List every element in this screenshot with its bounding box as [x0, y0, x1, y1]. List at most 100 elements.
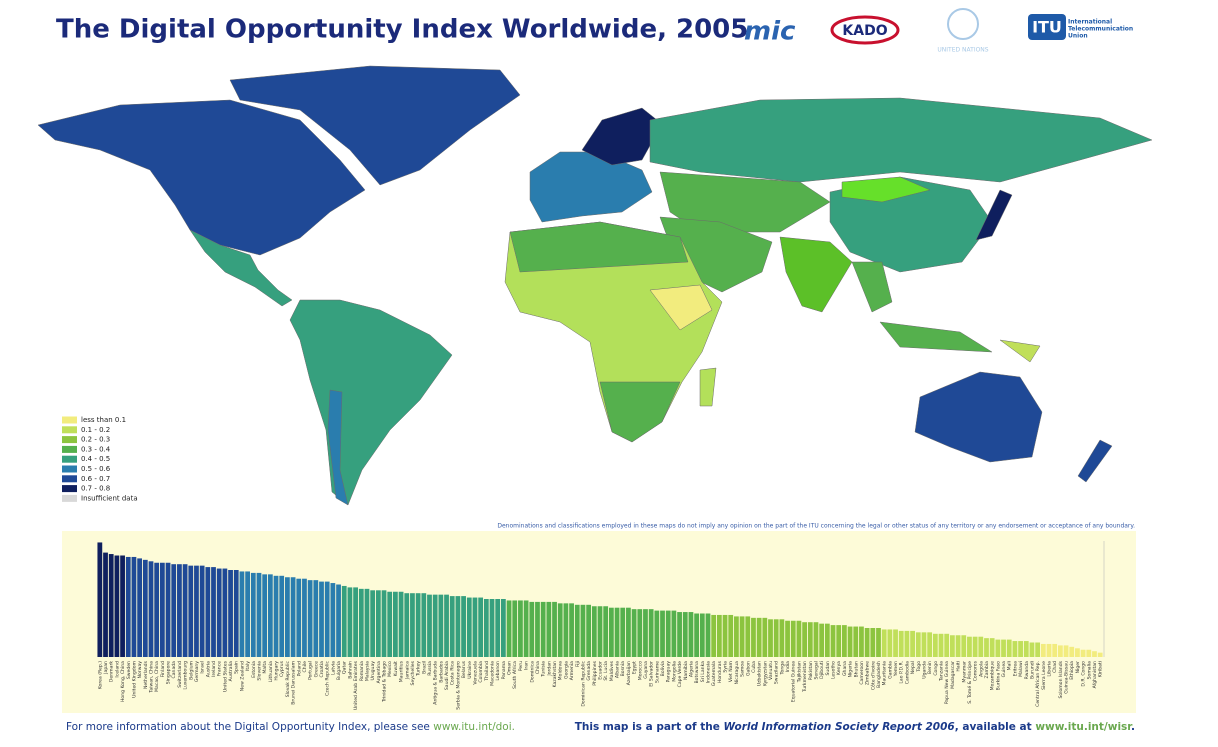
x-tick-label: Lebanon — [495, 661, 501, 681]
footer-text: This map is a part of the — [575, 721, 720, 733]
bar — [1001, 639, 1006, 657]
x-tick-label: Congo — [933, 661, 939, 676]
x-tick-label: India — [785, 661, 791, 672]
logo-kado: KADO — [842, 23, 887, 39]
bar — [944, 633, 950, 657]
footer-title: World Information Society Report 2006 — [723, 721, 954, 733]
logo-itu: ITU — [1032, 18, 1062, 37]
bar — [421, 593, 427, 657]
russia — [649, 97, 1153, 183]
x-tick-label: Belarus — [461, 660, 467, 678]
japan — [975, 189, 1013, 241]
bar — [893, 629, 898, 657]
x-tick-label: Equatorial Guinea — [791, 661, 797, 702]
bar — [108, 554, 114, 657]
x-tick-label: Gabon — [745, 661, 751, 676]
x-tick-label: Malawi — [1018, 661, 1024, 677]
x-tick-label: Viet Nam — [728, 660, 734, 682]
madagascar — [699, 367, 717, 407]
x-tick-label: Guatemala — [711, 661, 717, 686]
bar — [824, 623, 830, 657]
x-tick-label: Bahrain — [347, 661, 353, 679]
mongolia — [841, 176, 931, 203]
x-tick-label: Algeria — [688, 661, 694, 677]
footer-text: . — [1131, 721, 1135, 733]
north-america — [37, 99, 366, 256]
x-tick-label: Hong Kong, China — [120, 661, 126, 702]
bar — [313, 580, 319, 657]
bar — [927, 632, 933, 657]
x-tick-label: Australia — [228, 661, 234, 682]
x-tick-label: Argentina — [376, 661, 382, 684]
bar — [1006, 639, 1012, 657]
x-tick-label: Burundi — [1029, 661, 1035, 679]
x-tick-label: Guyana — [643, 661, 649, 679]
chart: Korea (Rep.) Japan Denmark Iceland Hong Kong… — [97, 542, 1104, 710]
x-tick-label: Chad — [1052, 661, 1058, 673]
southeast-asia — [851, 261, 893, 313]
x-tick-label: Egypt — [632, 661, 638, 674]
australia — [914, 371, 1043, 463]
greenland — [229, 65, 521, 186]
bar — [262, 574, 268, 657]
bar — [279, 575, 285, 657]
legend-swatch — [62, 416, 77, 424]
x-tick-label: Turkey — [416, 661, 422, 677]
title: The Digital Opportunity Index Worldwide,… — [56, 15, 748, 45]
x-tick-label: Mauritius — [399, 660, 405, 682]
bar — [290, 577, 296, 657]
x-tick-label: Grenada — [586, 661, 592, 681]
bar — [1012, 641, 1018, 657]
bar — [881, 629, 887, 657]
bar — [194, 565, 199, 657]
bar — [188, 565, 194, 657]
footer-link[interactable]: www.itu.int/wisr — [1035, 721, 1133, 733]
bar — [626, 607, 631, 657]
bar — [546, 601, 552, 657]
bar — [375, 590, 381, 657]
bar — [813, 622, 819, 657]
legend-swatch — [62, 465, 77, 473]
bar — [466, 597, 472, 657]
x-tick-label: Syria — [723, 661, 729, 673]
x-tick-label: Solomon Islands — [1058, 660, 1064, 698]
x-tick-label: Bhutan — [853, 661, 859, 678]
x-tick-label: Chile — [302, 661, 308, 673]
x-tick-label: Mozambique — [990, 661, 996, 690]
x-tick-label: Eritrea — [1012, 661, 1018, 676]
legend-label: 0.1 - 0.2 — [81, 426, 110, 434]
x-tick-label: Barbados — [438, 660, 444, 682]
x-tick-label: Swaziland — [774, 661, 780, 684]
x-tick-label: Sudan — [825, 661, 831, 676]
x-tick-label: Morocco — [637, 661, 643, 680]
logo-itu-name: International — [1068, 19, 1112, 26]
bar — [876, 628, 881, 657]
bar — [967, 636, 972, 657]
footer-link[interactable]: www.itu.int/doi. — [433, 721, 515, 733]
x-tick-label: Tanzania — [939, 661, 945, 682]
x-tick-label: Mauritania — [882, 661, 888, 686]
x-tick-label: Luxembourg — [183, 661, 189, 690]
bar — [716, 614, 722, 657]
bar — [671, 610, 677, 657]
chile — [327, 389, 349, 506]
x-tick-label: Lithuania — [268, 661, 274, 682]
x-tick-label: Guinea-Bissau — [1064, 661, 1070, 694]
bar — [370, 590, 376, 657]
x-tick-label: Vanuatu — [768, 661, 774, 680]
x-tick-label: Taiwan, China — [148, 661, 154, 694]
bar — [438, 594, 444, 657]
x-tick-label: Nigeria — [848, 661, 854, 678]
bar — [802, 622, 807, 657]
bar — [267, 574, 273, 657]
bar — [165, 562, 171, 657]
bar — [211, 567, 216, 657]
bar — [245, 571, 251, 657]
legend-label: 0.4 - 0.5 — [81, 455, 110, 463]
footer-text: For more information about the Digital O… — [66, 721, 430, 733]
disclaimer: Denominations and classifications employ… — [497, 523, 1135, 530]
x-tick-label: Bangladesh — [876, 661, 882, 688]
bar — [387, 591, 393, 657]
x-tick-label: Venezuela — [472, 661, 478, 685]
